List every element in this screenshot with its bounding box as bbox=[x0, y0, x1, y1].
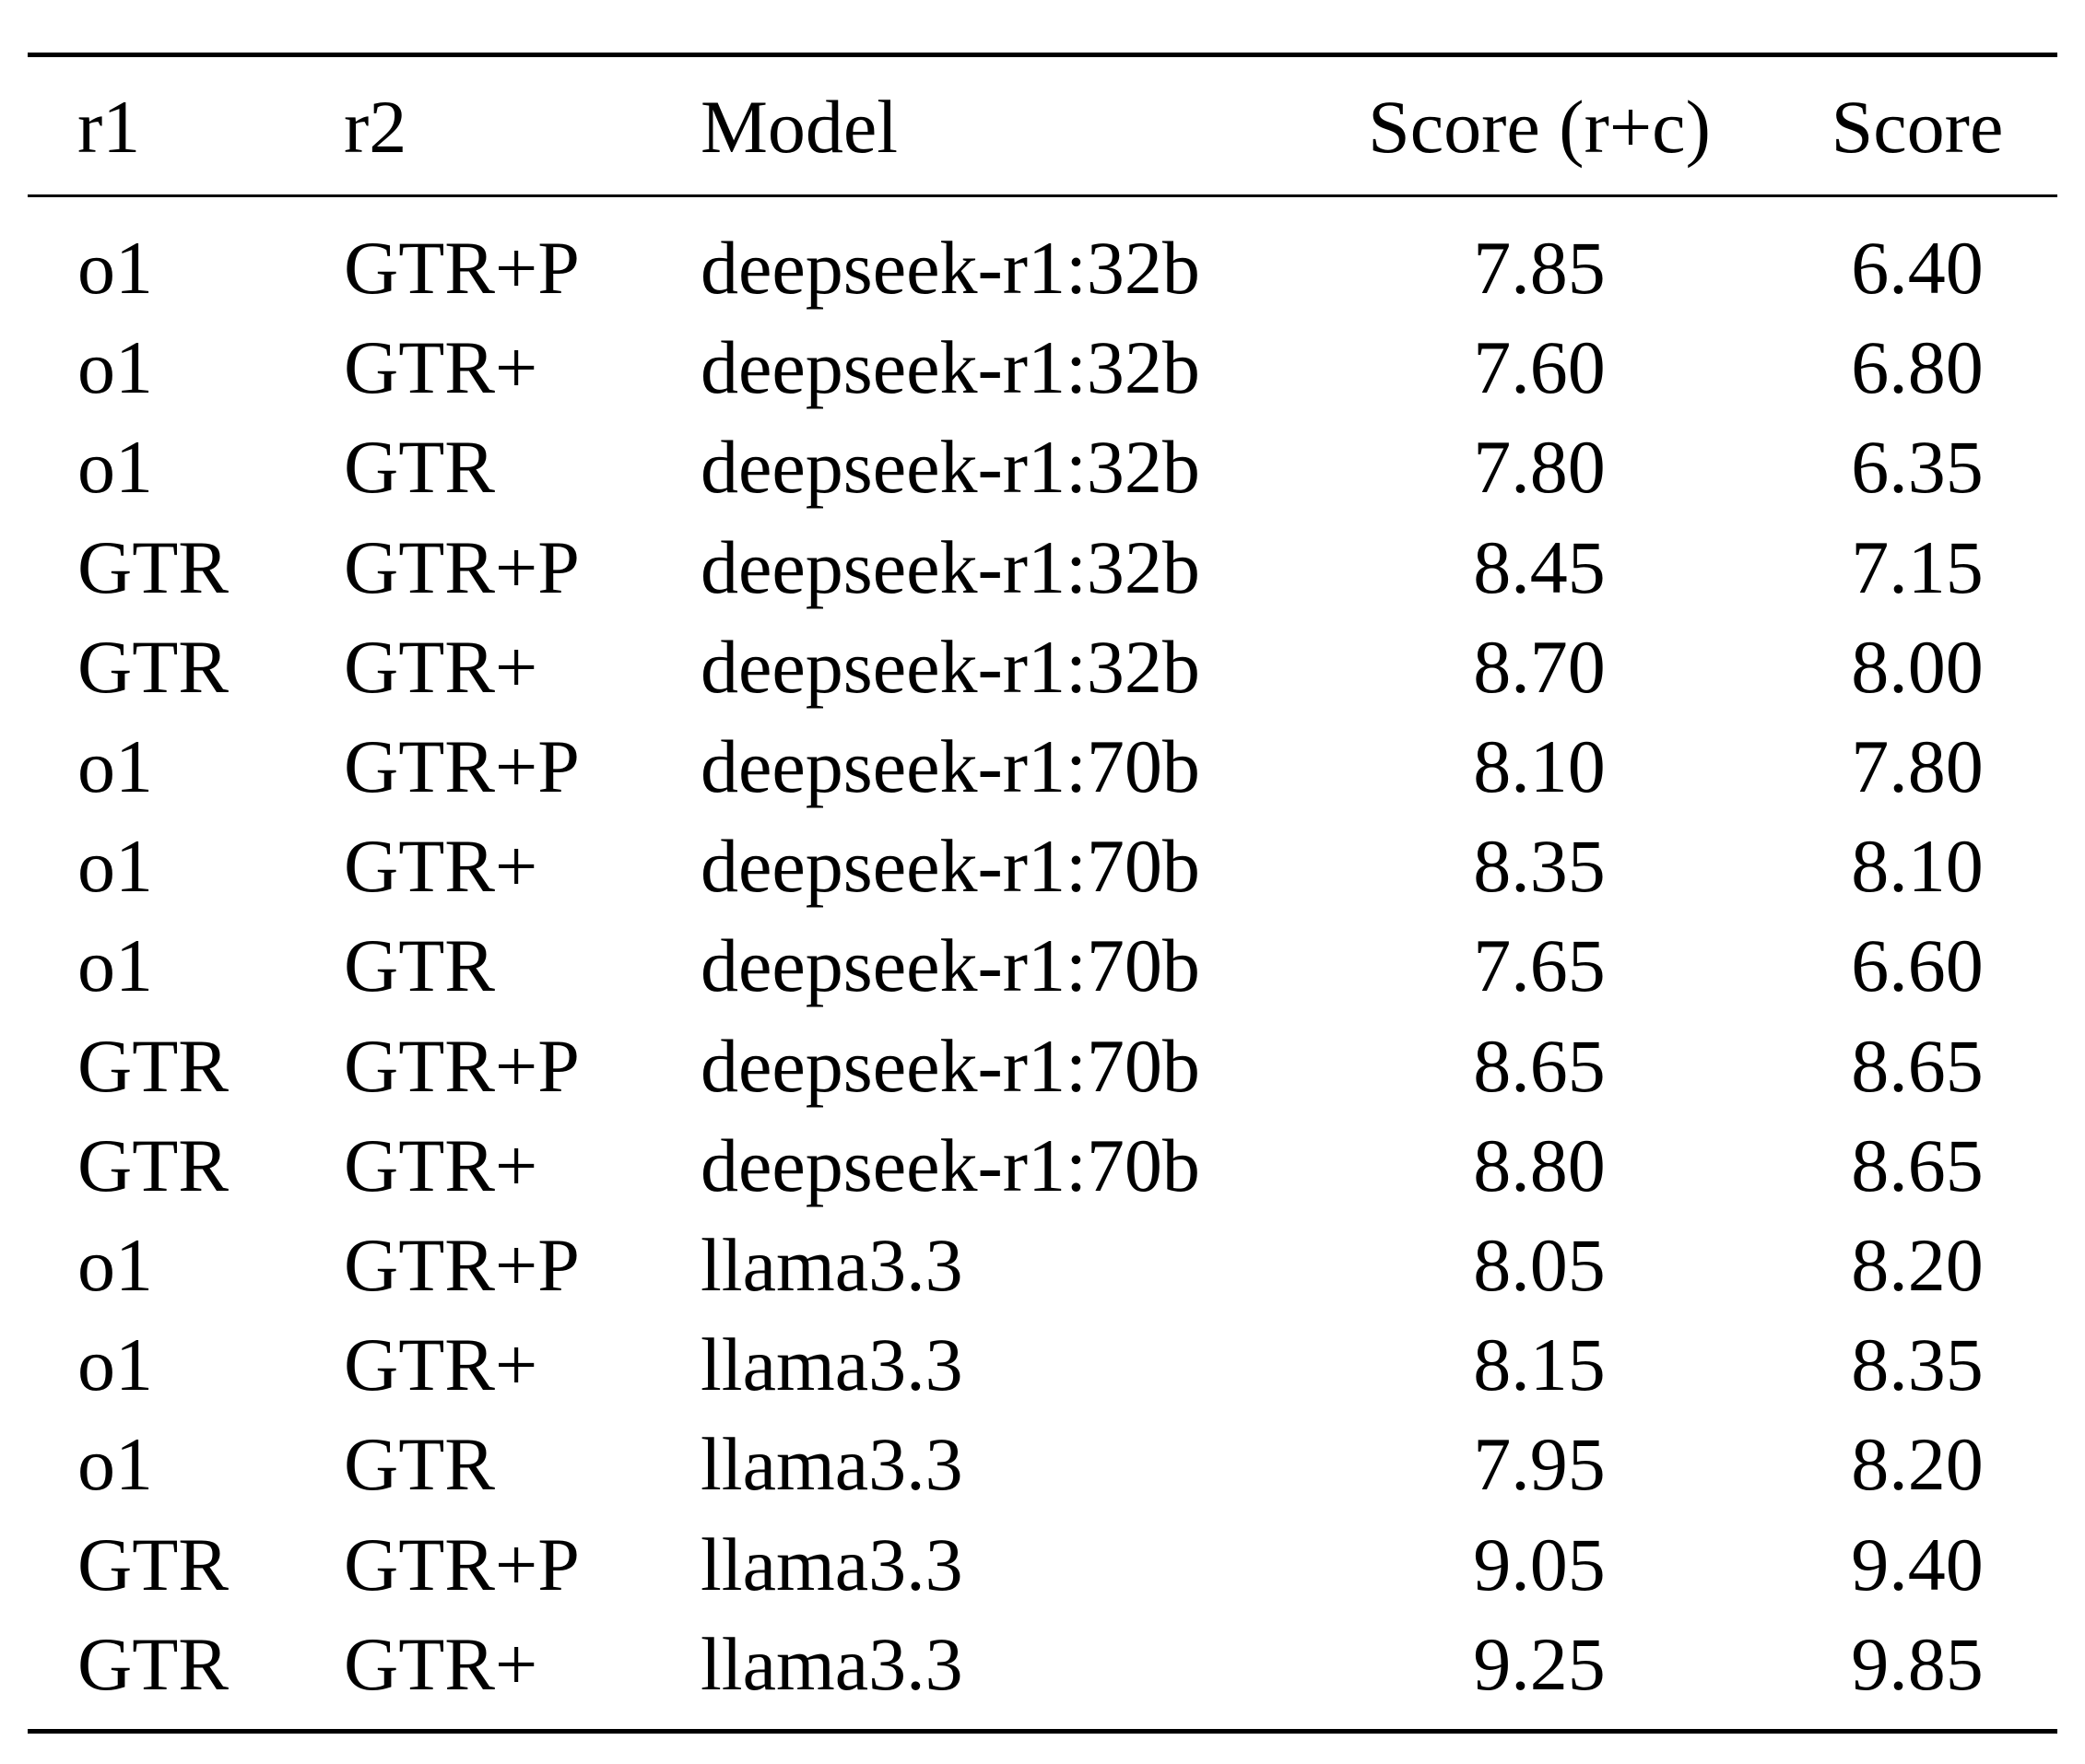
cell-score: 9.85 bbox=[1851, 1622, 1984, 1706]
cell-score-rc: 8.35 bbox=[1473, 824, 1606, 908]
header-score-rc: Score (r+c) bbox=[1368, 85, 1711, 169]
cell-score-rc: 8.15 bbox=[1473, 1323, 1606, 1406]
top-rule bbox=[28, 53, 2057, 57]
header-model: Model bbox=[701, 85, 899, 169]
cell-score-rc: 9.25 bbox=[1473, 1622, 1606, 1706]
cell-r1: GTR bbox=[77, 525, 229, 609]
cell-r1: o1 bbox=[77, 325, 153, 409]
cell-r2: GTR+ bbox=[344, 1323, 538, 1406]
cell-model: deepseek-r1:32b bbox=[701, 625, 1200, 709]
cell-r1: GTR bbox=[77, 1024, 229, 1108]
table-row: o1 GTR+ llama3.3 8.15 8.35 bbox=[0, 1315, 2085, 1415]
table-row: GTR GTR+ llama3.3 9.25 9.85 bbox=[0, 1615, 2085, 1714]
table-row: GTR GTR+P llama3.3 9.05 9.40 bbox=[0, 1515, 2085, 1615]
cell-r1: GTR bbox=[77, 1123, 229, 1207]
cell-score-rc: 7.95 bbox=[1473, 1422, 1606, 1506]
cell-r1: o1 bbox=[77, 226, 153, 310]
header-row: r1 r2 Model Score (r+c) Score bbox=[0, 77, 2085, 177]
table-row: o1 GTR llama3.3 7.95 8.20 bbox=[0, 1415, 2085, 1514]
cell-model: deepseek-r1:70b bbox=[701, 1024, 1200, 1108]
cell-score-rc: 8.45 bbox=[1473, 525, 1606, 609]
cell-score-rc: 7.80 bbox=[1473, 425, 1606, 509]
cell-r2: GTR+P bbox=[344, 1223, 580, 1307]
header-r1: r1 bbox=[77, 85, 141, 169]
table-row: o1 GTR deepseek-r1:70b 7.65 6.60 bbox=[0, 916, 2085, 1016]
cell-score: 6.60 bbox=[1851, 923, 1984, 1007]
cell-score: 8.20 bbox=[1851, 1223, 1984, 1307]
cell-r2: GTR+ bbox=[344, 625, 538, 709]
cell-r2: GTR bbox=[344, 1422, 495, 1506]
cell-model: deepseek-r1:32b bbox=[701, 425, 1200, 509]
bottom-rule bbox=[28, 1729, 2057, 1734]
cell-r2: GTR+P bbox=[344, 525, 580, 609]
table-row: GTR GTR+ deepseek-r1:32b 8.70 8.00 bbox=[0, 617, 2085, 717]
cell-score: 8.00 bbox=[1851, 625, 1984, 709]
cell-score: 9.40 bbox=[1851, 1523, 1984, 1606]
cell-score: 8.65 bbox=[1851, 1024, 1984, 1108]
cell-r2: GTR+ bbox=[344, 1123, 538, 1207]
cell-model: deepseek-r1:70b bbox=[701, 724, 1200, 808]
cell-r1: GTR bbox=[77, 1622, 229, 1706]
cell-r1: o1 bbox=[77, 1223, 153, 1307]
cell-model: llama3.3 bbox=[701, 1523, 963, 1606]
cell-score: 6.80 bbox=[1851, 325, 1984, 409]
cell-r2: GTR+ bbox=[344, 325, 538, 409]
table-row: o1 GTR+ deepseek-r1:32b 7.60 6.80 bbox=[0, 318, 2085, 417]
cell-score-rc: 7.85 bbox=[1473, 226, 1606, 310]
cell-score: 8.20 bbox=[1851, 1422, 1984, 1506]
cell-score: 6.40 bbox=[1851, 226, 1984, 310]
cell-r1: GTR bbox=[77, 625, 229, 709]
cell-model: llama3.3 bbox=[701, 1223, 963, 1307]
table-row: o1 GTR deepseek-r1:32b 7.80 6.35 bbox=[0, 417, 2085, 517]
table-row: o1 GTR+P llama3.3 8.05 8.20 bbox=[0, 1216, 2085, 1315]
cell-r2: GTR+P bbox=[344, 1024, 580, 1108]
cell-r1: o1 bbox=[77, 923, 153, 1007]
cell-model: deepseek-r1:70b bbox=[701, 824, 1200, 908]
cell-model: deepseek-r1:32b bbox=[701, 325, 1200, 409]
cell-score-rc: 8.05 bbox=[1473, 1223, 1606, 1307]
cell-score: 8.10 bbox=[1851, 824, 1984, 908]
cell-r1: o1 bbox=[77, 1422, 153, 1506]
cell-model: deepseek-r1:70b bbox=[701, 923, 1200, 1007]
header-score: Score bbox=[1831, 85, 2004, 169]
cell-model: deepseek-r1:32b bbox=[701, 226, 1200, 310]
cell-r1: o1 bbox=[77, 425, 153, 509]
table-row: GTR GTR+P deepseek-r1:32b 8.45 7.15 bbox=[0, 518, 2085, 617]
cell-score-rc: 8.70 bbox=[1473, 625, 1606, 709]
cell-r1: o1 bbox=[77, 824, 153, 908]
header-r2: r2 bbox=[344, 85, 407, 169]
cell-r2: GTR+P bbox=[344, 1523, 580, 1606]
cell-r2: GTR+ bbox=[344, 1622, 538, 1706]
cell-model: deepseek-r1:70b bbox=[701, 1123, 1200, 1207]
cell-score-rc: 8.80 bbox=[1473, 1123, 1606, 1207]
cell-score-rc: 7.65 bbox=[1473, 923, 1606, 1007]
cell-model: llama3.3 bbox=[701, 1422, 963, 1506]
cell-score: 7.80 bbox=[1851, 724, 1984, 808]
table-row: o1 GTR+P deepseek-r1:70b 8.10 7.80 bbox=[0, 717, 2085, 817]
cell-model: llama3.3 bbox=[701, 1323, 963, 1406]
cell-r2: GTR+P bbox=[344, 724, 580, 808]
cell-score-rc: 7.60 bbox=[1473, 325, 1606, 409]
table-row: o1 GTR+P deepseek-r1:32b 7.85 6.40 bbox=[0, 218, 2085, 318]
cell-r2: GTR bbox=[344, 923, 495, 1007]
cell-score-rc: 8.65 bbox=[1473, 1024, 1606, 1108]
cell-model: deepseek-r1:32b bbox=[701, 525, 1200, 609]
cell-score: 8.65 bbox=[1851, 1123, 1984, 1207]
cell-r2: GTR+P bbox=[344, 226, 580, 310]
cell-r2: GTR+ bbox=[344, 824, 538, 908]
cell-r1: o1 bbox=[77, 1323, 153, 1406]
cell-model: llama3.3 bbox=[701, 1622, 963, 1706]
cell-score: 8.35 bbox=[1851, 1323, 1984, 1406]
cell-r2: GTR bbox=[344, 425, 495, 509]
cell-r1: o1 bbox=[77, 724, 153, 808]
cell-score: 7.15 bbox=[1851, 525, 1984, 609]
table-row: o1 GTR+ deepseek-r1:70b 8.35 8.10 bbox=[0, 817, 2085, 916]
cell-score-rc: 9.05 bbox=[1473, 1523, 1606, 1606]
table-row: GTR GTR+P deepseek-r1:70b 8.65 8.65 bbox=[0, 1017, 2085, 1116]
cell-r1: GTR bbox=[77, 1523, 229, 1606]
cell-score: 6.35 bbox=[1851, 425, 1984, 509]
table-row: GTR GTR+ deepseek-r1:70b 8.80 8.65 bbox=[0, 1116, 2085, 1216]
header-rule bbox=[28, 194, 2057, 197]
cell-score-rc: 8.10 bbox=[1473, 724, 1606, 808]
